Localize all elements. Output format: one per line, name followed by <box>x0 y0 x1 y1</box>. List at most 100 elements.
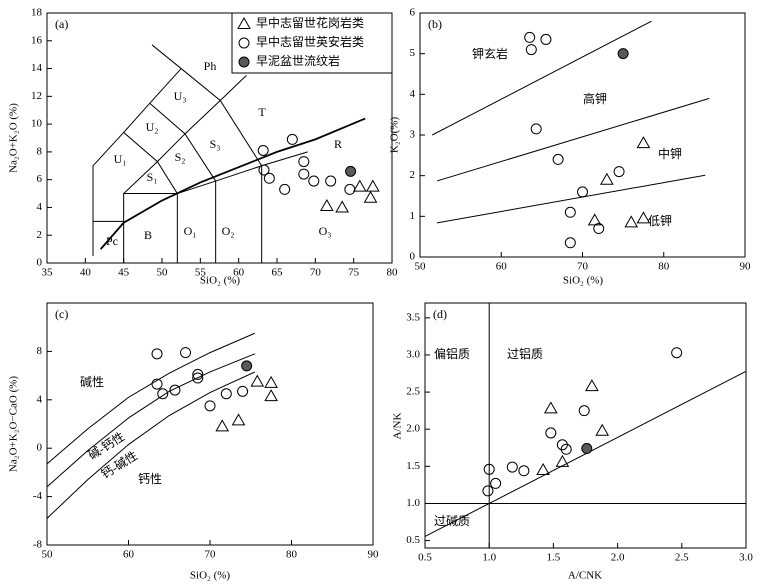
field-label: 过碱质 <box>434 514 470 528</box>
circle-point <box>192 372 204 384</box>
circle-point <box>157 388 169 400</box>
boundary-line <box>99 117 366 250</box>
triangle-point <box>215 419 230 432</box>
panel-label: (c) <box>55 307 68 321</box>
x-axis-label: SiO₂ (%) <box>200 275 241 287</box>
x-tick-label: 2.5 <box>675 552 689 564</box>
boundary-line <box>431 20 652 136</box>
circle-point <box>169 384 181 396</box>
x-tick-label: 40 <box>80 267 92 279</box>
circle-point <box>263 172 275 184</box>
y-tick-label: 10 <box>31 118 43 130</box>
triangle-point <box>600 172 614 185</box>
field-label: O₃ <box>319 224 332 238</box>
y-tick-label: 0 <box>37 257 43 269</box>
circle-point <box>151 348 163 360</box>
panel-label: (d) <box>433 307 447 321</box>
field-label: U₁ <box>114 152 127 166</box>
circle-point <box>241 360 253 372</box>
x-axis-label: SiO₂ (%) <box>190 570 231 582</box>
field-label: B <box>144 228 152 242</box>
plot-frame <box>424 302 747 549</box>
x-tick-label: 3.0 <box>739 552 753 564</box>
y-tick-label: 2.5 <box>406 386 420 398</box>
x-axis-label: A/CNK <box>568 570 602 582</box>
x-tick-label: 55 <box>195 267 207 279</box>
circle-point <box>151 378 163 390</box>
triangle-point <box>319 199 334 212</box>
y-tick-label: 3.0 <box>406 349 420 361</box>
triangle-point <box>335 200 350 213</box>
field-label: S₁ <box>147 170 158 184</box>
legend-box <box>231 12 393 74</box>
circle-point <box>564 237 576 249</box>
y-tick-label: 1 <box>410 210 416 222</box>
x-tick-label: 2.0 <box>611 552 625 564</box>
field-label: Ph <box>204 59 217 73</box>
circle-point <box>344 183 356 195</box>
circle-point <box>220 388 232 400</box>
circle-point <box>298 156 310 168</box>
boundary-line <box>151 44 182 69</box>
circle-point <box>617 48 629 60</box>
x-tick-label: 50 <box>42 549 54 561</box>
field-label: T <box>258 105 266 119</box>
y-tick-label: 18 <box>31 7 43 19</box>
x-tick-label: 80 <box>286 549 298 561</box>
y-axis-label: A/NK <box>392 413 404 440</box>
y-tick-label: 2.0 <box>406 423 420 435</box>
circle-point <box>530 123 542 135</box>
x-tick-label: 80 <box>658 261 670 273</box>
y-tick-label: 6 <box>410 7 416 19</box>
boundary-line <box>46 353 256 488</box>
x-tick-label: 0.5 <box>418 552 432 564</box>
circle-point <box>524 31 536 43</box>
y-tick-label: -8 <box>33 539 43 551</box>
field-label: 钾玄岩 <box>472 46 508 61</box>
circle-point <box>345 165 357 177</box>
circle-point <box>298 168 310 180</box>
x-tick-label: 65 <box>272 267 284 279</box>
boundary-line <box>177 151 308 195</box>
triangle-point <box>543 401 558 414</box>
circle-point <box>237 385 249 397</box>
x-axis-label: SiO₂ (%) <box>563 275 604 287</box>
y-tick-label: 8 <box>37 345 43 357</box>
y-tick-label: 0.5 <box>406 534 420 546</box>
y-tick-label: 12 <box>31 90 42 102</box>
field-label: O₁ <box>184 224 197 238</box>
y-tick-label: 4 <box>37 201 43 213</box>
boundary-line <box>92 68 182 257</box>
y-axis-label: K₂O(%) <box>389 117 401 154</box>
circle-point <box>671 347 683 359</box>
circle-point <box>192 368 204 380</box>
boundary-line <box>436 174 706 224</box>
boundary-line <box>436 97 710 182</box>
plot-frame <box>46 302 374 546</box>
plot-frame <box>419 12 746 258</box>
y-tick-label: 14 <box>31 62 43 74</box>
field-label: S₃ <box>210 137 221 151</box>
triangle-point <box>365 179 380 192</box>
legend-symbol <box>238 37 250 49</box>
circle-point <box>581 443 593 455</box>
triangle-point <box>585 379 599 392</box>
circle-point <box>560 443 572 455</box>
x-tick-label: 75 <box>348 267 360 279</box>
circle-point <box>286 133 298 145</box>
triangle-point <box>536 463 550 476</box>
field-label: 碱性 <box>80 375 104 389</box>
circle-point <box>545 427 557 439</box>
triangle-point <box>352 179 367 192</box>
field-label: 高钾 <box>583 91 607 106</box>
x-tick-label: 90 <box>368 549 380 561</box>
y-axis-label: Na₂O+K₂O−CaO (%) <box>8 376 20 472</box>
field-label: 中钾 <box>658 146 682 161</box>
circle-point <box>204 400 216 412</box>
circle-point <box>518 465 530 477</box>
circle-point <box>613 166 625 178</box>
legend-symbol <box>237 16 251 29</box>
y-tick-label: -4 <box>33 490 43 502</box>
boundary-line <box>424 370 747 537</box>
